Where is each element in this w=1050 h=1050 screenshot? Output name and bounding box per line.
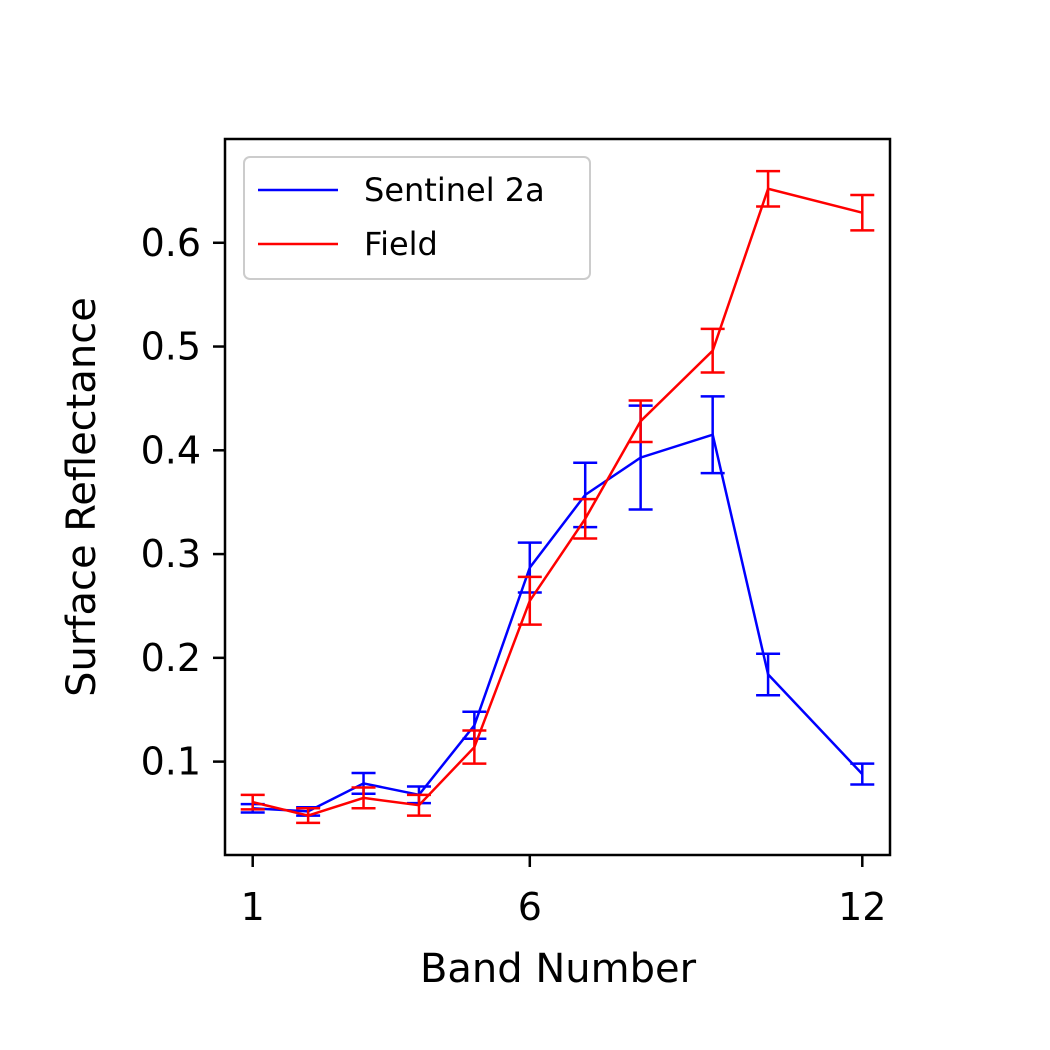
error-bar-sentinel-2a <box>700 395 725 475</box>
y-tick-label: 0.5 <box>141 325 201 369</box>
legend-label-field: Field <box>364 225 438 263</box>
error-bar-field <box>573 497 598 540</box>
error-bar-field <box>628 399 653 444</box>
error-bar-field <box>850 193 875 232</box>
y-tick-label: 0.6 <box>141 221 201 265</box>
error-bar-field <box>351 786 376 810</box>
y-tick-label: 0.3 <box>141 532 201 576</box>
series-line-sentinel-2a <box>252 433 864 813</box>
plot-frame <box>223 137 892 857</box>
error-bar-field <box>700 327 725 374</box>
legend: Sentinel 2a Field <box>243 156 591 280</box>
error-bar-field <box>406 793 431 817</box>
error-bar-field <box>462 729 487 765</box>
plot-marks <box>240 169 875 825</box>
x-axis-label: Band Number <box>420 946 697 992</box>
error-bar-field <box>296 807 321 825</box>
y-tick-label: 0.1 <box>141 740 201 784</box>
legend-label-sentinel: Sentinel 2a <box>364 171 545 209</box>
error-bar-field <box>756 169 781 208</box>
series-field <box>240 169 875 825</box>
error-bar-sentinel-2a <box>756 652 781 697</box>
error-bar-field <box>240 793 265 811</box>
series-line-field <box>252 187 863 817</box>
y-tick-label: 0.2 <box>141 636 201 680</box>
error-bar-sentinel-2a <box>850 762 875 786</box>
y-tick-label: 0.4 <box>141 428 201 472</box>
series-sentinel-2a <box>240 395 875 817</box>
y-axis: 0.1 0.2 0.3 0.4 0.5 0.6 <box>141 221 225 784</box>
x-tick-label: 12 <box>838 885 886 929</box>
error-bar-field <box>517 575 542 626</box>
x-tick-label: 1 <box>241 885 265 929</box>
y-axis-label: Surface Reflectance <box>59 297 105 697</box>
x-axis: 1 6 12 <box>241 855 886 929</box>
x-tick-label: 6 <box>518 885 542 929</box>
legend-box <box>243 156 591 280</box>
